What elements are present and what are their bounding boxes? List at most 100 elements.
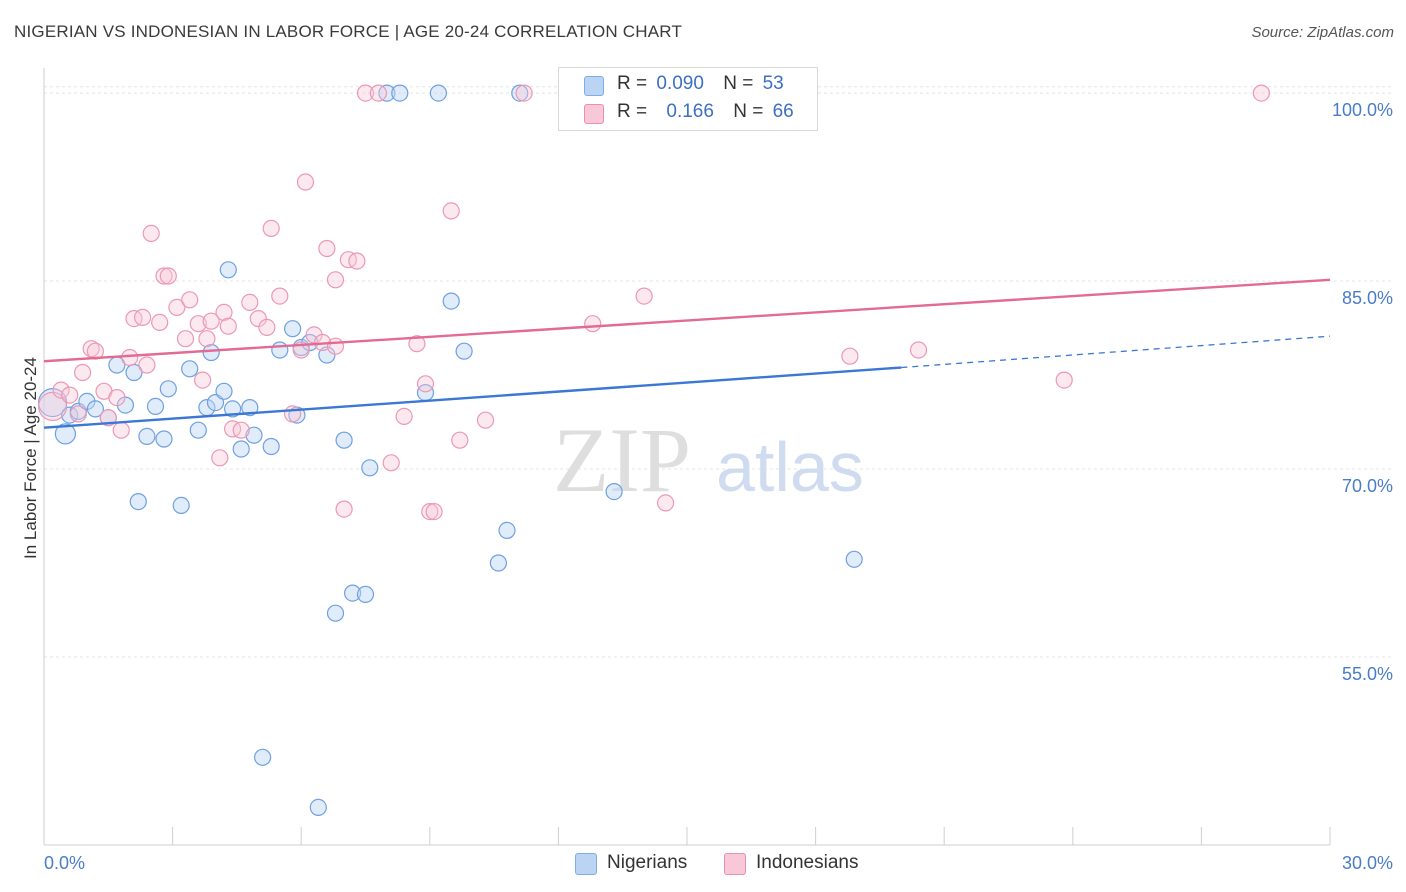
- indonesian-point: [258, 318, 276, 336]
- indonesian-point: [61, 386, 79, 404]
- indonesian-point: [121, 348, 139, 367]
- indonesian-point: [224, 420, 242, 438]
- indonesian-point: [348, 252, 366, 270]
- y-tick-labels: 55.0% 70.0% 85.0% 100.0%: [1332, 100, 1393, 684]
- nigerian-point: [309, 798, 327, 817]
- nigerian-point: [455, 342, 473, 360]
- nigerian-point: [845, 550, 863, 568]
- legend-label-indonesians: Indonesians: [756, 852, 859, 873]
- nigerian-point: [241, 399, 259, 417]
- indonesian-point: [1252, 84, 1271, 102]
- legend-r-value-nigerians: 0.090: [656, 73, 704, 94]
- indonesian-point: [215, 303, 233, 321]
- nigerian-point: [511, 84, 529, 102]
- indonesian-point: [271, 287, 289, 305]
- nigerian-point: [498, 521, 516, 540]
- watermark-atlas: atlas: [716, 428, 864, 506]
- indonesian-point: [326, 337, 345, 355]
- series-legend: Nigerians Indonesians: [0, 852, 1406, 878]
- indonesians-points: [37, 84, 1271, 521]
- indonesian-point: [176, 330, 195, 348]
- indonesian-point: [584, 315, 602, 333]
- indonesian-point: [1055, 371, 1073, 389]
- nigerian-point: [202, 343, 220, 362]
- indonesian-point: [211, 449, 229, 467]
- nigerians-trend-extension: [901, 335, 1331, 369]
- nigerian-point: [356, 585, 375, 604]
- nigerian-point: [254, 748, 272, 766]
- indonesian-point: [125, 310, 143, 328]
- x-ticks: [43, 827, 1331, 845]
- indonesian-point: [909, 341, 928, 359]
- legend-n-value-indonesians: 66: [772, 101, 794, 122]
- indonesian-point: [73, 363, 92, 382]
- legend-swatch-nigerians: [584, 76, 604, 96]
- indonesian-point: [284, 405, 302, 423]
- nigerian-point: [86, 400, 105, 418]
- indonesian-point: [635, 287, 653, 305]
- indonesian-point: [425, 503, 443, 521]
- indonesian-point: [326, 271, 345, 289]
- indonesian-point: [69, 405, 87, 423]
- nigerian-point: [138, 427, 156, 445]
- indonesian-point: [138, 356, 156, 374]
- indonesian-point: [249, 310, 267, 328]
- indonesian-point: [241, 293, 259, 311]
- indonesian-point: [395, 407, 413, 425]
- nigerian-point: [262, 437, 280, 456]
- y-axis-title: In Labor Force | Age 20-24: [21, 357, 40, 559]
- nigerian-point: [215, 382, 233, 400]
- source-credit: Source: ZipAtlas.com: [1251, 24, 1394, 41]
- y-tick-label: 55.0%: [1342, 664, 1393, 684]
- indonesian-point: [408, 335, 426, 353]
- legend-label-nigerians: Nigerians: [607, 852, 688, 873]
- indonesian-point: [134, 308, 152, 326]
- nigerian-point: [391, 84, 409, 102]
- nigerian-point: [344, 584, 362, 602]
- indonesian-point: [451, 431, 469, 449]
- indonesian-point: [168, 298, 186, 316]
- indonesian-point: [515, 84, 533, 102]
- indonesian-point: [108, 389, 126, 407]
- y-tick-label: 70.0%: [1342, 476, 1393, 496]
- indonesian-point: [841, 347, 859, 365]
- indonesian-point: [151, 313, 169, 331]
- nigerian-point: [245, 426, 263, 444]
- chart-title: NIGERIAN VS INDONESIAN IN LABOR FORCE | …: [14, 22, 683, 41]
- indonesian-point: [296, 173, 315, 191]
- nigerian-point: [326, 604, 345, 622]
- indonesian-point: [37, 391, 68, 421]
- nigerian-point: [189, 421, 207, 439]
- indonesian-point: [656, 494, 675, 512]
- nigerian-point: [284, 320, 302, 338]
- nigerian-point: [442, 292, 460, 310]
- nigerian-point: [605, 483, 623, 501]
- indonesian-point: [442, 202, 460, 220]
- nigerian-point: [155, 430, 173, 448]
- indonesian-point: [202, 312, 220, 330]
- legend-r-label: R =: [617, 73, 648, 94]
- nigerian-point: [489, 554, 507, 572]
- legend-r-value-indonesians: 0.166: [666, 101, 714, 122]
- nigerian-point: [271, 341, 289, 359]
- nigerian-point: [159, 380, 177, 398]
- nigerian-point: [219, 261, 237, 279]
- legend-r-label: R =: [617, 101, 648, 122]
- nigerian-point: [129, 493, 147, 511]
- indonesian-point: [356, 84, 375, 102]
- nigerian-point: [429, 84, 447, 102]
- nigerian-point: [232, 440, 250, 458]
- indonesian-point: [416, 375, 435, 393]
- nigerian-point: [335, 431, 353, 449]
- indonesian-point: [142, 224, 160, 242]
- nigerian-point: [361, 459, 379, 477]
- indonesian-point: [262, 219, 280, 237]
- nigerian-point: [181, 360, 199, 378]
- legend-n-value-nigerians: 53: [762, 73, 784, 94]
- legend-swatch-indonesians: [724, 853, 746, 875]
- x-tick-label-max: 30.0%: [1342, 853, 1393, 873]
- indonesian-point: [181, 291, 199, 309]
- indonesian-point: [232, 421, 250, 439]
- indonesian-point: [318, 239, 336, 258]
- indonesian-point: [335, 500, 353, 518]
